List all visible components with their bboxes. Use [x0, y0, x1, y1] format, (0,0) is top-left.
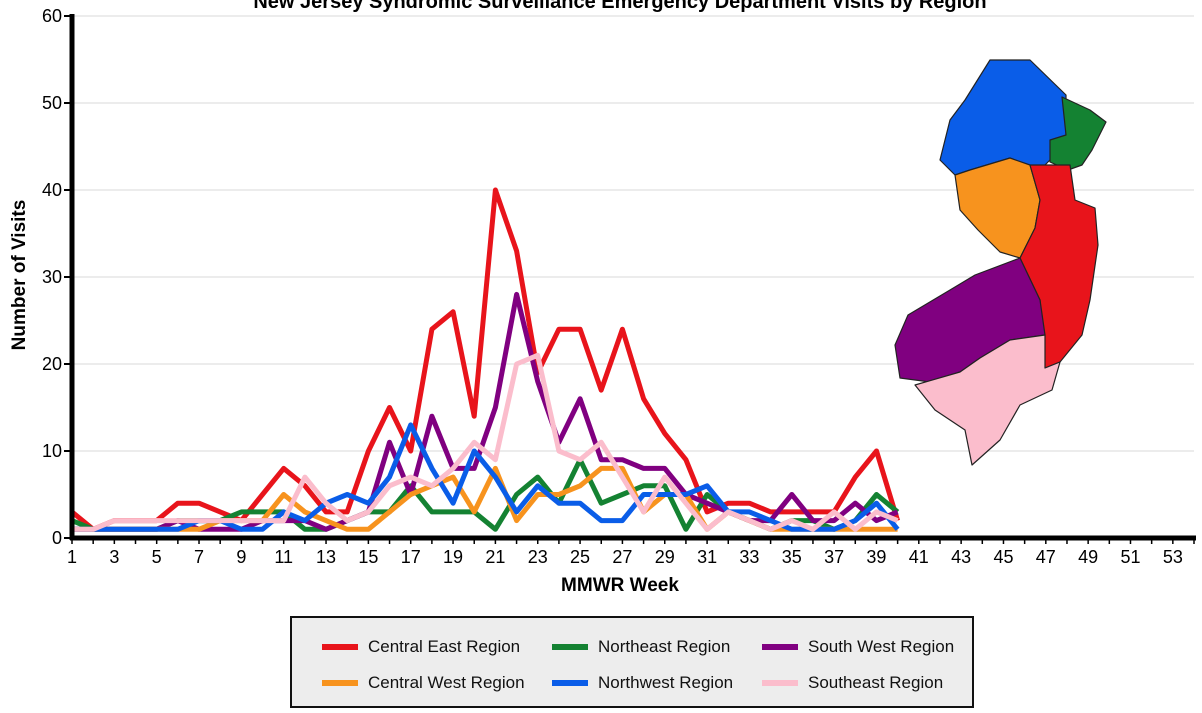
x-tick-label: 9 [236, 547, 246, 567]
x-tick-label: 49 [1078, 547, 1098, 567]
x-tick-label: 23 [528, 547, 548, 567]
y-tick-label: 20 [42, 354, 62, 374]
map-region-northeast [1049, 96, 1107, 171]
x-tick-label: 27 [612, 547, 632, 567]
legend-item-central-east-region: Central East Region [322, 635, 520, 659]
y-tick-label: 30 [42, 267, 62, 287]
x-tick-label: 29 [655, 547, 675, 567]
legend-label: Northwest Region [598, 673, 734, 692]
legend-swatch [322, 644, 358, 650]
y-tick-label: 60 [42, 6, 62, 26]
y-tick-label: 40 [42, 180, 62, 200]
legend-swatch [762, 680, 798, 686]
legend-label: Northeast Region [598, 637, 731, 656]
x-tick-label: 41 [909, 547, 929, 567]
x-tick-label: 33 [739, 547, 759, 567]
x-tick-label: 35 [782, 547, 802, 567]
chart-title: New Jersey Syndromic Surveillance Emerge… [253, 0, 986, 13]
series-line-south-west-region [72, 291, 899, 532]
x-axis-title: MMWR Week [561, 575, 679, 596]
series-line-central-east-region [70, 187, 900, 532]
map-region-southeast [914, 334, 1061, 466]
legend-swatch [322, 680, 358, 686]
x-tick-label: 21 [485, 547, 505, 567]
x-tick-label: 3 [109, 547, 119, 567]
y-axis-title: Number of Visits [9, 200, 30, 351]
legend-label: Central West Region [368, 673, 525, 692]
legend-item-southeast-region: Southeast Region [762, 671, 943, 695]
y-tick-label: 10 [42, 441, 62, 461]
x-tick-label: 45 [993, 547, 1013, 567]
y-tick-label: 50 [42, 93, 62, 113]
new-jersey-region-map [894, 59, 1107, 466]
x-tick-label: 11 [274, 547, 293, 567]
legend-item-northeast-region: Northeast Region [552, 635, 730, 659]
x-tick-label: 51 [1120, 547, 1140, 567]
x-tick-label: 15 [358, 547, 378, 567]
legend-label: Southeast Region [808, 673, 944, 692]
series-line-southeast-region [72, 352, 899, 532]
x-tick-label: 47 [1036, 547, 1056, 567]
legend-swatch [552, 644, 588, 650]
x-tick-label: 37 [824, 547, 844, 567]
legend-swatch [552, 680, 588, 686]
legend-item-south-west-region: South West Region [762, 635, 954, 659]
series-lines [70, 187, 900, 532]
legend-label: South West Region [808, 637, 955, 656]
x-tick-label: 19 [443, 547, 463, 567]
map-region-central-east [1019, 164, 1099, 369]
x-tick-label: 5 [152, 547, 162, 567]
x-tick-label: 43 [951, 547, 971, 567]
x-tick-label: 39 [866, 547, 886, 567]
x-tick-label: 7 [194, 547, 204, 567]
legend: Central East Region Northeast Region South… [290, 616, 974, 708]
y-tick-label: 0 [52, 528, 62, 548]
x-tick-label: 1 [67, 547, 77, 567]
legend-label: Central East Region [368, 637, 521, 656]
x-tick-label: 31 [697, 547, 717, 567]
x-tick-label: 17 [401, 547, 421, 567]
legend-swatch [762, 644, 798, 650]
x-tick-label: 53 [1163, 547, 1183, 567]
gridlines [72, 15, 1194, 452]
legend-item-central-west-region: Central West Region [322, 671, 525, 695]
map-region-northwest [939, 59, 1067, 176]
x-tick-label: 13 [316, 547, 336, 567]
legend-item-northwest-region: Northwest Region [552, 671, 733, 695]
x-tick-label: 25 [570, 547, 590, 567]
